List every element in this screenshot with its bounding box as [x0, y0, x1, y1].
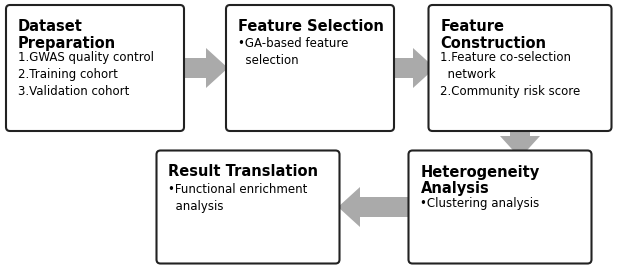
Text: Heterogeneity
Analysis: Heterogeneity Analysis	[420, 164, 540, 196]
Polygon shape	[183, 48, 228, 88]
Text: 1.Feature co-selection
  network
2.Community risk score: 1.Feature co-selection network 2.Communi…	[440, 51, 580, 98]
Polygon shape	[393, 48, 435, 88]
Polygon shape	[500, 128, 540, 158]
FancyBboxPatch shape	[429, 5, 611, 131]
Text: 1.GWAS quality control
2.Training cohort
3.Validation cohort: 1.GWAS quality control 2.Training cohort…	[18, 51, 154, 98]
FancyBboxPatch shape	[157, 150, 339, 263]
Text: •Functional enrichment
  analysis: •Functional enrichment analysis	[168, 183, 308, 213]
Text: Result Translation: Result Translation	[168, 164, 319, 179]
Text: •Clustering analysis: •Clustering analysis	[420, 197, 540, 210]
Polygon shape	[338, 187, 410, 227]
Text: Feature
Construction: Feature Construction	[440, 19, 547, 51]
FancyBboxPatch shape	[408, 150, 591, 263]
FancyBboxPatch shape	[226, 5, 394, 131]
Text: •GA-based feature
  selection: •GA-based feature selection	[238, 37, 348, 67]
FancyBboxPatch shape	[6, 5, 184, 131]
Text: Dataset
Preparation: Dataset Preparation	[18, 19, 116, 51]
Text: Feature Selection: Feature Selection	[238, 19, 384, 34]
